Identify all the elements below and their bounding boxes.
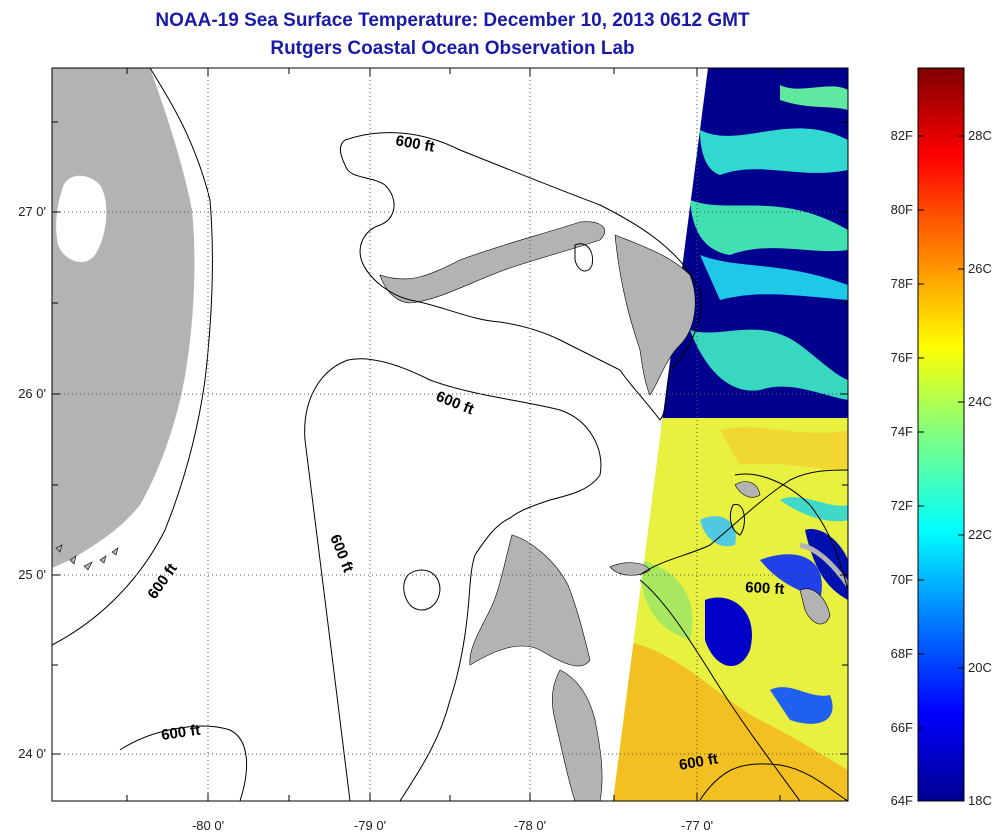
- colorbar-f-label: 64F: [891, 793, 913, 808]
- axis-ticks: [52, 68, 848, 801]
- colorbar-c-label: 24C: [968, 394, 992, 409]
- contour-label: 600 ft: [160, 722, 201, 744]
- colorbar-f-label: 68F: [891, 646, 913, 661]
- lat-tick-label: 25 0': [18, 567, 46, 582]
- grand-bahama-land: [379, 221, 606, 304]
- florida-land: [52, 68, 195, 568]
- colorbar-f-label: 74F: [891, 424, 913, 439]
- colorbar-c-label: 22C: [968, 527, 992, 542]
- colorbar-f-label: 66F: [891, 720, 913, 735]
- lon-tick-label: -80 0': [192, 818, 224, 833]
- lat-tick-label: 27 0': [18, 204, 46, 219]
- depth-contours: [52, 68, 848, 801]
- lat-tick-label: 26 0': [18, 386, 46, 401]
- lon-tick-label: -79 0': [354, 818, 386, 833]
- contour-label: 600 ft: [144, 560, 180, 602]
- contour-label: 600 ft: [678, 750, 720, 774]
- colorbar-c-label: 18C: [968, 793, 992, 808]
- graticule: [52, 68, 848, 801]
- colorbar-c-label: 28C: [968, 128, 992, 143]
- lake-okeechobee: [56, 175, 107, 263]
- colorbar-f-label: 80F: [891, 202, 913, 217]
- florida-keys: [55, 544, 119, 571]
- colorbar-c-label: 20C: [968, 660, 992, 675]
- contour-label: 600 ft: [745, 579, 785, 598]
- contour-label: 600 ft: [394, 132, 436, 156]
- map-title: NOAA-19 Sea Surface Temperature: Decembe…: [155, 10, 750, 31]
- lon-tick-label: -78 0': [514, 818, 546, 833]
- lon-tick-label: -77 0': [681, 818, 713, 833]
- colorbar-ticks: [918, 135, 964, 729]
- colorbar-f-label: 76F: [891, 350, 913, 365]
- sst-swath: [613, 68, 848, 801]
- lat-tick-label: 24 0': [18, 746, 46, 761]
- new-providence: [609, 562, 651, 576]
- colorbar-c-label: 26C: [968, 261, 992, 276]
- colorbar-f-label: 78F: [891, 276, 913, 291]
- colorbar-f-label: 82F: [891, 128, 913, 143]
- map-subtitle: Rutgers Coastal Ocean Observation Lab: [270, 38, 635, 59]
- abaco-land: [614, 234, 696, 396]
- contour-label: 600 ft: [326, 532, 356, 575]
- contour-label: 600 ft: [434, 388, 477, 418]
- colorbar-f-label: 70F: [891, 572, 913, 587]
- colorbar-f-label: 72F: [891, 498, 913, 513]
- colorbar: [917, 67, 965, 802]
